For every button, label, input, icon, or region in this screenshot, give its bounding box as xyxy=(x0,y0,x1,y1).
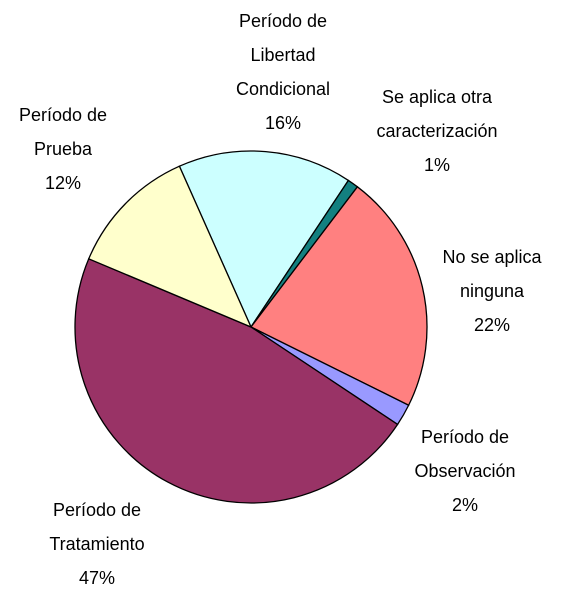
slice-label: Período de Prueba 12% xyxy=(8,98,118,200)
category-label: Se aplica otra caracterización xyxy=(376,87,498,141)
category-label: Período de Observación xyxy=(414,427,516,481)
pie-slice xyxy=(74,257,399,504)
percent-label: 47% xyxy=(78,568,116,588)
percent-label: 2% xyxy=(451,495,478,515)
percent-label: 1% xyxy=(423,155,450,175)
pie-slice xyxy=(250,185,428,407)
percent-label: 12% xyxy=(44,173,82,193)
percent-label: 16% xyxy=(264,113,302,133)
slice-label: Período de Libertad Condicional 16% xyxy=(218,4,348,140)
percent-label: 22% xyxy=(473,315,511,335)
category-label: No se aplica ninguna xyxy=(442,247,542,301)
slice-label: Se aplica otra caracterización 1% xyxy=(362,80,512,182)
category-label: Período de Libertad Condicional xyxy=(235,11,331,99)
slice-label: No se aplica ninguna 22% xyxy=(427,240,557,342)
category-label: Período de Prueba xyxy=(18,105,108,159)
pie-slice xyxy=(87,165,253,329)
slice-label: Período de Tratamiento 47% xyxy=(37,493,157,589)
slice-label: Período de Observación 2% xyxy=(405,420,525,522)
pie-slice xyxy=(178,150,350,329)
category-label: Período de Tratamiento xyxy=(49,500,145,554)
